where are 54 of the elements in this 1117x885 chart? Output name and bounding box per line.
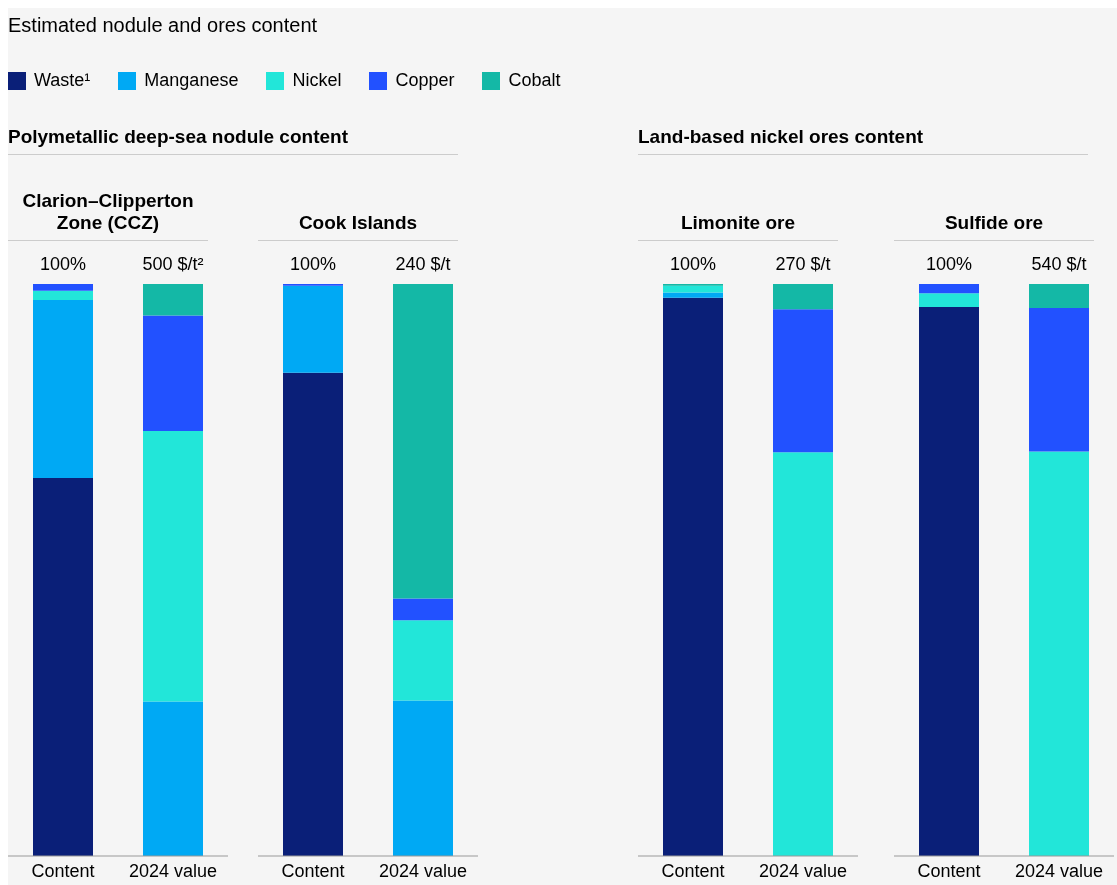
bar xyxy=(143,701,203,856)
chart-title: Limonite ore xyxy=(638,168,838,241)
bar xyxy=(1029,308,1089,452)
bar xyxy=(143,284,203,316)
annotation: 100% xyxy=(669,254,717,274)
annotation: 100% xyxy=(925,254,973,274)
bar xyxy=(393,284,453,599)
bar xyxy=(919,293,979,307)
bar xyxy=(143,315,203,431)
bar xyxy=(919,306,979,856)
chart-title: Cook Islands xyxy=(258,168,458,241)
x-tick-label: Content xyxy=(281,860,345,881)
legend-label: Cobalt xyxy=(508,70,561,91)
x-tick-label: Content xyxy=(917,860,981,881)
x-tick-label: Content xyxy=(661,860,725,881)
bar xyxy=(663,285,723,293)
annotation: 270 $/t xyxy=(775,254,831,274)
bar xyxy=(1029,284,1089,309)
bar xyxy=(1029,451,1089,856)
legend-label: Copper xyxy=(395,70,455,91)
chart-title: Sulfide ore xyxy=(894,168,1094,241)
bar xyxy=(773,452,833,856)
bar xyxy=(33,300,93,478)
text: Estimated nodule and ores content xyxy=(8,14,318,37)
chart-subtitle: Land-based nickel ores content xyxy=(638,126,1088,155)
bar xyxy=(33,284,93,291)
annotation: 240 $/t xyxy=(395,254,451,274)
bar xyxy=(919,284,979,294)
legend-label: Manganese xyxy=(144,70,239,91)
bar xyxy=(393,620,453,701)
bar xyxy=(33,477,93,856)
bar xyxy=(393,700,453,856)
bar xyxy=(773,309,833,453)
annotation: 540 $/t xyxy=(1031,254,1087,274)
x-tick-label: Content xyxy=(31,860,95,881)
annotation: 500 $/t² xyxy=(142,254,204,274)
bar xyxy=(663,297,723,856)
legend-label: Waste¹ xyxy=(34,70,91,91)
x-tick-label: 2024 value xyxy=(128,860,218,881)
bar xyxy=(773,284,833,310)
bar xyxy=(143,431,203,702)
chart-subtitle: Polymetallic deep-sea nodule content xyxy=(8,126,458,155)
annotation: 100% xyxy=(289,254,337,274)
x-tick-label: 2024 value xyxy=(1014,860,1104,881)
bar xyxy=(283,285,343,373)
bar xyxy=(663,292,723,298)
chart-title: Clarion–Clipperton Zone (CCZ) xyxy=(8,168,208,241)
legend-label: Nickel xyxy=(292,70,342,91)
bar xyxy=(283,372,343,856)
bar xyxy=(393,598,453,621)
bar xyxy=(33,290,93,301)
annotation: 100% xyxy=(39,254,87,274)
x-tick-label: 2024 value xyxy=(758,860,848,881)
x-tick-label: 2024 value xyxy=(378,860,468,881)
